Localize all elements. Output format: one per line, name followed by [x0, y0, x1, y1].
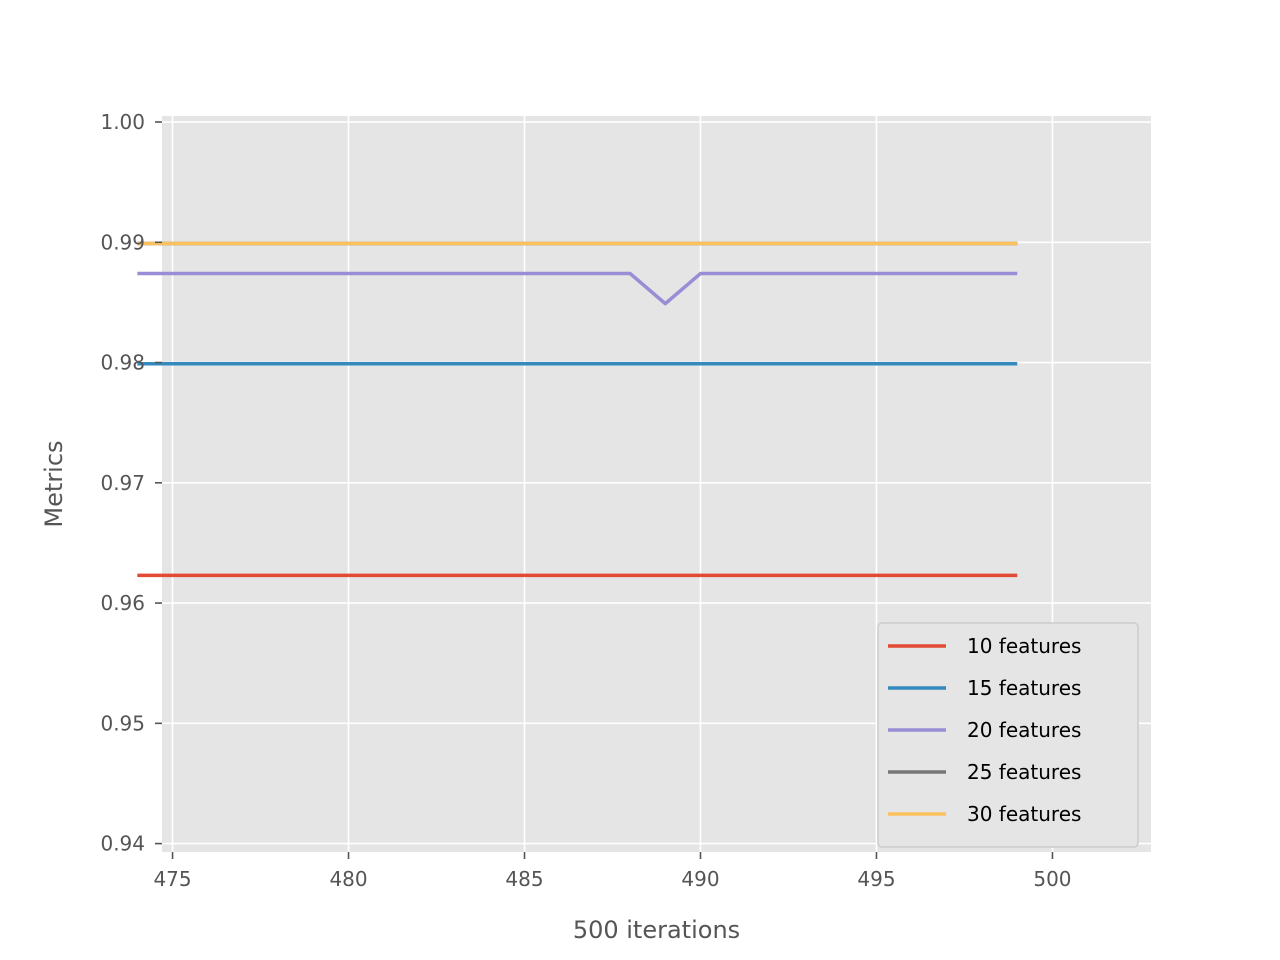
legend-label: 10 features — [967, 634, 1081, 658]
x-tick-label: 485 — [505, 867, 543, 891]
y-tick-label: 0.96 — [100, 591, 145, 615]
legend-label: 15 features — [967, 676, 1081, 700]
x-axis-tick-labels: 475 480 485 490 495 500 — [153, 867, 1071, 891]
series-line — [137, 271, 1018, 306]
legend-label: 25 features — [967, 760, 1081, 784]
x-tick-label: 480 — [329, 867, 367, 891]
y-axis-tick-labels: 0.94 0.95 0.96 0.97 0.98 0.99 1.00 — [100, 110, 145, 856]
legend-label: 20 features — [967, 718, 1081, 742]
y-tick-label: 0.98 — [100, 351, 145, 375]
y-axis-label: Metrics — [40, 440, 68, 527]
legend: 10 features 15 features 20 features 25 feat… — [877, 622, 1139, 848]
y-tick-label: 0.95 — [100, 711, 145, 735]
y-tick-label: 0.94 — [100, 832, 145, 856]
x-tick-label: 475 — [153, 867, 191, 891]
y-tick-label: 0.97 — [100, 471, 145, 495]
legend-label: 30 features — [967, 802, 1081, 826]
x-tick-label: 500 — [1033, 867, 1071, 891]
axis-ticks — [155, 121, 1054, 859]
series-layer — [137, 241, 1018, 578]
x-tick-label: 495 — [857, 867, 895, 891]
x-tick-label: 490 — [681, 867, 719, 891]
y-tick-label: 0.99 — [100, 230, 145, 254]
x-axis-label: 500 iterations — [573, 916, 740, 944]
legend-box — [877, 622, 1139, 848]
y-tick-label: 1.00 — [100, 110, 145, 134]
